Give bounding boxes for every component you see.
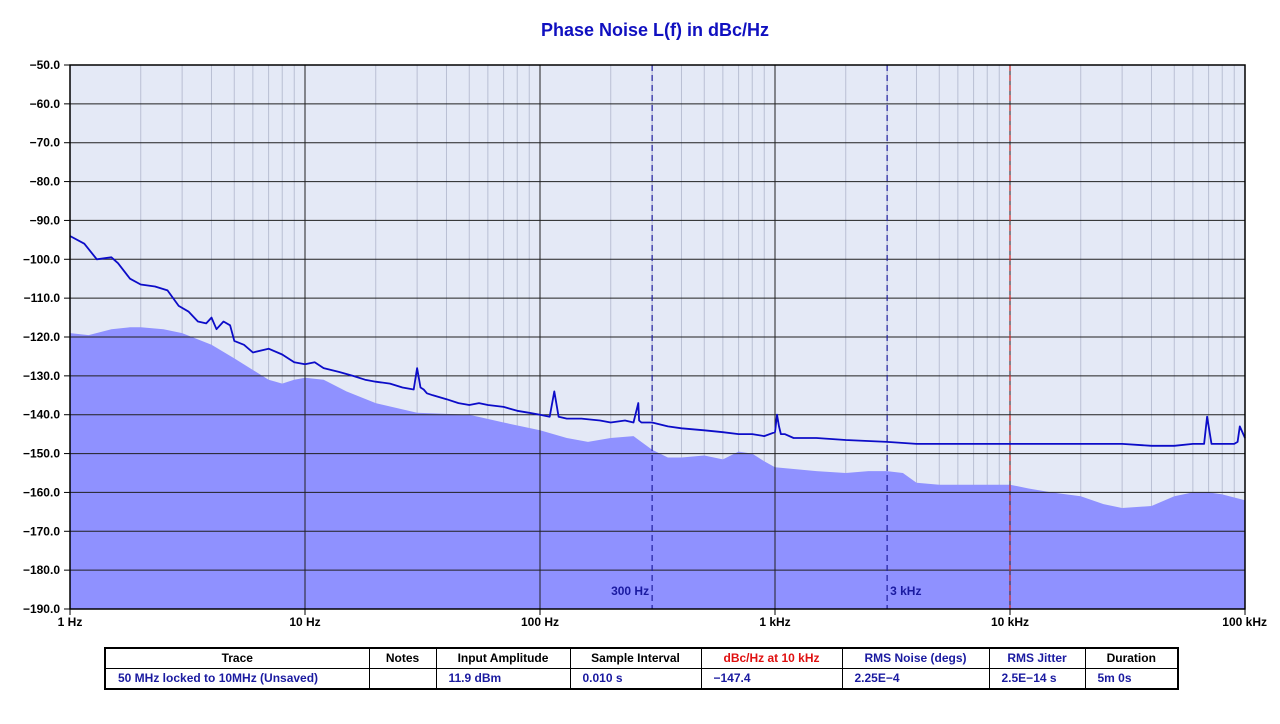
cell-input-amplitude: 11.9 dBm [435,668,571,690]
y-axis-ticks: −50.0 −60.0 −70.0 −80.0 −90.0 −100.0 −110.0 −12… [23,58,70,616]
x-tick-label: 100 kHz [1222,615,1267,629]
frequency-markers: 300 Hz 3 kHz [611,65,1011,609]
x-tick-label: 100 Hz [521,615,559,629]
y-tick-label: −170.0 [23,524,60,538]
cell-rms-noise: 2.25E−4 [841,668,990,690]
phase-noise-chart: Phase Noise L(f) in dBc/Hz 300 Hz 3 kHz −… [23,20,1267,629]
x-tick-label: 10 Hz [289,615,320,629]
cell-rms-jitter: 2.5E−14 s [988,668,1086,690]
header-input-amplitude: Input Amplitude [435,647,571,669]
chart-title: Phase Noise L(f) in dBc/Hz [541,20,769,40]
y-tick-label: −160.0 [23,485,60,499]
header-rms-noise: RMS Noise (degs) [841,647,990,669]
frequency-marker-label: 3 kHz [890,584,921,598]
y-tick-label: −100.0 [23,252,60,266]
y-tick-label: −90.0 [30,213,61,227]
y-tick-label: −80.0 [30,175,61,189]
header-rms-jitter: RMS Jitter [988,647,1086,669]
cell-sample-interval: 0.010 s [569,668,702,690]
x-tick-label: 1 kHz [759,615,790,629]
header-sample-interval: Sample Interval [569,647,702,669]
y-tick-label: −70.0 [30,136,61,150]
phase-noise-trace-layer [69,235,1246,447]
header-trace: Trace [104,647,370,669]
cell-trace[interactable]: 50 MHz locked to 10MHz (Unsaved) [104,668,370,690]
cell-dbc-at-10k: −147.4 [700,668,843,690]
frequency-marker-label: 300 Hz [611,584,649,598]
header-duration: Duration [1084,647,1179,669]
y-tick-label: −180.0 [23,563,60,577]
cell-notes[interactable] [368,668,437,690]
cell-duration: 5m 0s [1084,668,1179,690]
x-axis-ticks: 1 Hz 10 Hz 100 Hz 1 kHz 10 kHz 100 kHz [58,609,1267,629]
noise-floor-area-layer [70,327,1245,609]
y-tick-label: −120.0 [23,330,60,344]
noise-floor-area [70,327,1245,609]
header-dbc-at-10k: dBc/Hz at 10 kHz [700,647,843,669]
trace-summary-table: Trace Notes Input Amplitude Sample Inter… [104,647,1179,690]
table-row[interactable]: 50 MHz locked to 10MHz (Unsaved) 11.9 dB… [104,668,1179,690]
x-tick-label: 10 kHz [991,615,1029,629]
y-tick-label: −130.0 [23,369,60,383]
y-tick-label: −140.0 [23,408,60,422]
x-tick-label: 1 Hz [58,615,83,629]
y-tick-label: −150.0 [23,447,60,461]
header-notes: Notes [368,647,437,669]
phase-noise-trace [69,235,1246,447]
y-tick-label: −50.0 [30,58,61,72]
y-tick-label: −60.0 [30,97,61,111]
table-header-row: Trace Notes Input Amplitude Sample Inter… [104,647,1179,669]
y-tick-label: −110.0 [24,291,61,305]
y-tick-label: −190.0 [23,602,60,616]
